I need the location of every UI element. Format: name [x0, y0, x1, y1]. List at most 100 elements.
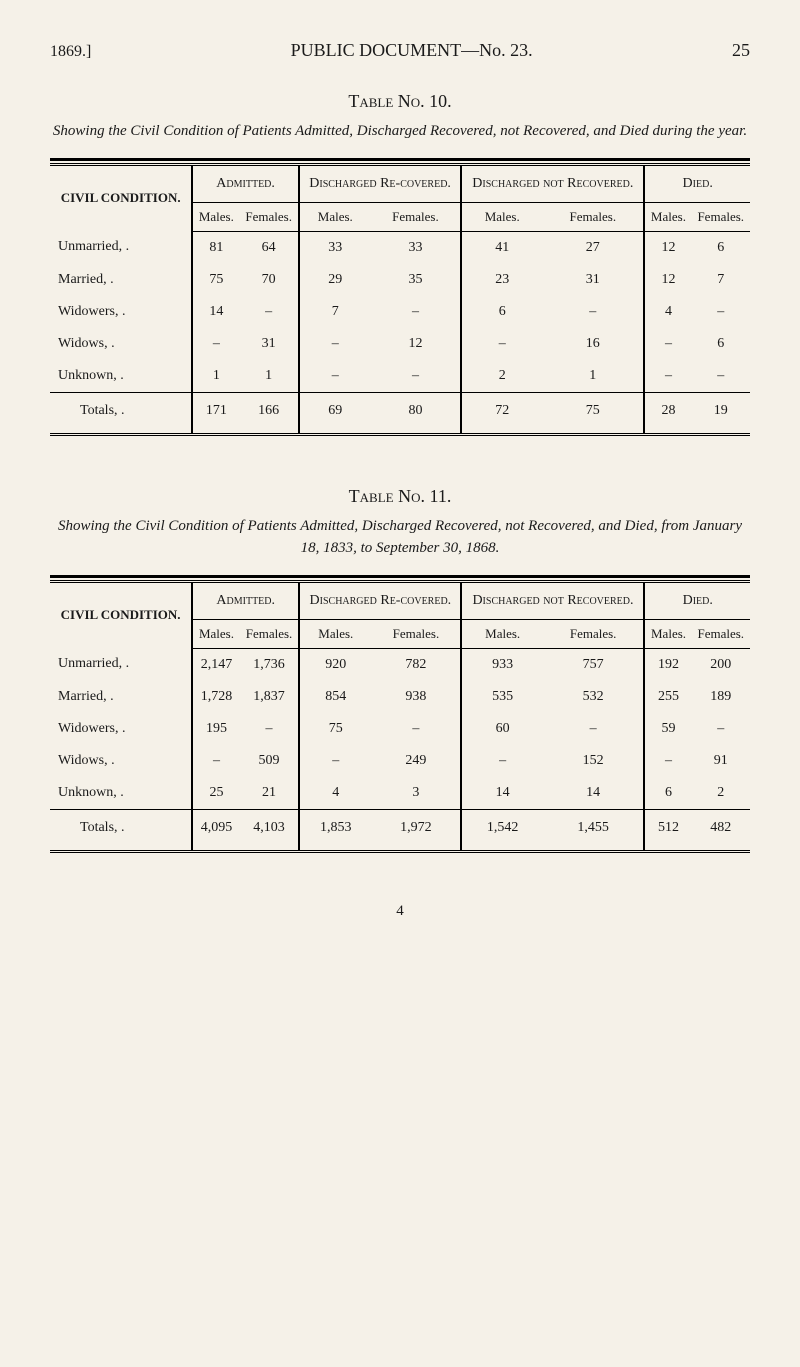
females-header: Females.: [240, 619, 299, 648]
totals-cell: 19: [692, 392, 751, 434]
data-cell: –: [192, 745, 240, 777]
data-cell: 4: [644, 296, 691, 328]
data-cell: 3: [371, 777, 461, 810]
data-cell: 200: [692, 648, 750, 681]
data-cell: –: [543, 713, 645, 745]
table-11-title: Table No. 11.: [50, 486, 750, 507]
data-cell: –: [692, 296, 751, 328]
totals-cell: 4,103: [240, 809, 299, 851]
data-cell: –: [461, 328, 542, 360]
totals-cell: 69: [299, 392, 371, 434]
died-header: Died.: [644, 164, 750, 202]
row-label: Widowers, .: [50, 296, 192, 328]
data-cell: 6: [461, 296, 542, 328]
data-cell: 12: [644, 231, 691, 264]
table-row: Married, .757029352331127: [50, 264, 750, 296]
data-cell: 12: [644, 264, 691, 296]
row-label: Unknown, .: [50, 777, 192, 810]
data-cell: 2,147: [192, 648, 240, 681]
data-cell: 33: [371, 231, 462, 264]
data-cell: 255: [644, 681, 691, 713]
table-row: Widows, .–31–12–16–6: [50, 328, 750, 360]
data-cell: 91: [692, 745, 750, 777]
totals-cell: 1,542: [461, 809, 542, 851]
data-cell: 81: [192, 231, 239, 264]
females-header: Females.: [371, 202, 462, 231]
data-cell: –: [371, 360, 462, 393]
table-row: Married, .1,7281,837854938535532255189: [50, 681, 750, 713]
males-header: Males.: [299, 202, 371, 231]
females-header: Females.: [371, 619, 461, 648]
row-label: Widowers, .: [50, 713, 192, 745]
data-cell: 31: [239, 328, 298, 360]
row-label: Widows, .: [50, 745, 192, 777]
data-cell: 854: [299, 681, 371, 713]
males-header: Males.: [299, 619, 371, 648]
page-header: 1869.] PUBLIC DOCUMENT—No. 23. 25: [50, 40, 750, 61]
males-header: Males.: [644, 619, 691, 648]
data-cell: 1: [239, 360, 298, 393]
data-cell: 59: [644, 713, 691, 745]
year-label: 1869.]: [50, 43, 91, 61]
males-header: Males.: [644, 202, 691, 231]
data-cell: 933: [461, 648, 542, 681]
data-cell: 31: [542, 264, 644, 296]
civil-condition-header: CIVIL CONDITION.: [50, 581, 192, 648]
data-cell: 29: [299, 264, 371, 296]
data-cell: –: [371, 296, 462, 328]
data-cell: 64: [239, 231, 298, 264]
females-header: Females.: [543, 619, 645, 648]
totals-cell: 72: [461, 392, 542, 434]
table-10-container: CIVIL CONDITION. Admitted. Discharged Re…: [50, 158, 750, 436]
data-cell: –: [644, 745, 691, 777]
table-10-section: Table No. 10. Showing the Civil Conditio…: [50, 91, 750, 436]
totals-label: Totals, .: [50, 809, 192, 851]
totals-cell: 4,095: [192, 809, 240, 851]
data-cell: –: [299, 360, 371, 393]
totals-cell: 1,972: [371, 809, 461, 851]
data-cell: 6: [692, 231, 751, 264]
table-11-section: Table No. 11. Showing the Civil Conditio…: [50, 486, 750, 853]
males-header: Males.: [461, 619, 542, 648]
footer-number: 4: [50, 903, 750, 920]
document-title: PUBLIC DOCUMENT—No. 23.: [91, 40, 732, 61]
table-11: CIVIL CONDITION. Admitted. Discharged Re…: [50, 580, 750, 853]
data-cell: 1,837: [240, 681, 299, 713]
discharged-not-recovered-header: Discharged not Recovered.: [461, 581, 644, 619]
table-row: Unmarried, .2,1471,736920782933757192200: [50, 648, 750, 681]
data-cell: 70: [239, 264, 298, 296]
table-10: CIVIL CONDITION. Admitted. Discharged Re…: [50, 163, 750, 436]
data-cell: –: [542, 296, 644, 328]
data-cell: 16: [542, 328, 644, 360]
data-cell: 21: [240, 777, 299, 810]
data-cell: 782: [371, 648, 461, 681]
data-cell: 75: [192, 264, 239, 296]
table-row: Unmarried, .816433334127126: [50, 231, 750, 264]
data-cell: 12: [371, 328, 462, 360]
data-cell: 1: [192, 360, 239, 393]
data-cell: 35: [371, 264, 462, 296]
data-cell: 535: [461, 681, 542, 713]
data-cell: –: [299, 745, 371, 777]
page-number: 25: [732, 40, 750, 61]
data-cell: 60: [461, 713, 542, 745]
data-cell: –: [192, 328, 239, 360]
data-cell: 25: [192, 777, 240, 810]
row-label: Widows, .: [50, 328, 192, 360]
data-cell: 1: [542, 360, 644, 393]
data-cell: 152: [543, 745, 645, 777]
data-cell: 757: [543, 648, 645, 681]
totals-cell: 80: [371, 392, 462, 434]
data-cell: –: [692, 713, 750, 745]
data-cell: –: [644, 328, 691, 360]
discharged-recovered-header: Discharged Re-covered.: [299, 581, 461, 619]
totals-label: Totals, .: [50, 392, 192, 434]
data-cell: 920: [299, 648, 371, 681]
data-cell: 189: [692, 681, 750, 713]
data-cell: 75: [299, 713, 371, 745]
data-cell: –: [371, 713, 461, 745]
data-cell: 6: [644, 777, 691, 810]
row-label: Unknown, .: [50, 360, 192, 393]
data-cell: 7: [299, 296, 371, 328]
data-cell: 41: [461, 231, 542, 264]
